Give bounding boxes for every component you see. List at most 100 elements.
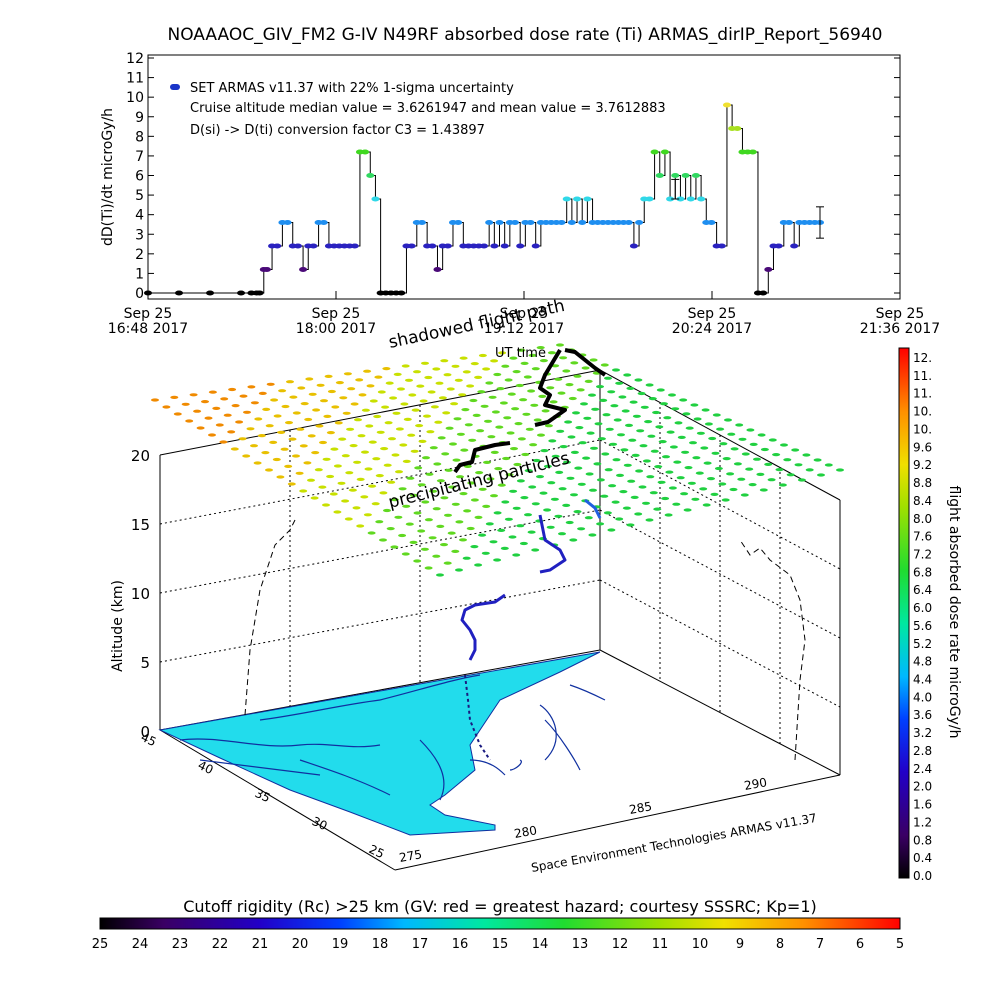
dose-point xyxy=(361,149,370,155)
rigidity-dot xyxy=(574,466,583,470)
rigidity-dot xyxy=(665,470,674,474)
rigidity-dot xyxy=(674,421,683,425)
rigidity-dot xyxy=(594,422,603,426)
rigidity-dot xyxy=(440,359,449,363)
dose-colorbar: 12. 11. 11. 10. 10. 9.6 9.2 8.8 8.4 8.0 7.6 7.2 6.8 6… xyxy=(898,347,962,883)
longitude-ticks: 275 280 285 290 xyxy=(398,775,768,865)
rigidity-dot xyxy=(584,379,593,383)
rigidity-colorbar: Cutoff rigidity (Rc) >25 km (GV: red = g… xyxy=(92,897,904,952)
rigidity-dot xyxy=(387,480,396,484)
rigidity-dot xyxy=(677,435,686,439)
rigidity-dot xyxy=(672,502,681,506)
rigidity-dot xyxy=(455,568,463,572)
rigidity-dot xyxy=(337,481,346,485)
dose-point xyxy=(516,243,525,249)
rigidity-dot xyxy=(299,489,308,493)
rigidity-dot xyxy=(646,475,655,479)
rigidity-dot xyxy=(228,387,237,392)
rigidity-dot xyxy=(368,440,377,444)
rigidity-dot xyxy=(510,447,518,451)
rigidity-dot xyxy=(413,559,422,563)
rigidity-dot xyxy=(219,440,228,444)
rigidity-dot xyxy=(432,554,441,558)
rigidity-colorbar-tick-label: 20 xyxy=(292,937,309,952)
rigidity-colorbar-tick-label: 22 xyxy=(212,937,229,952)
rigidity-dot xyxy=(642,501,650,505)
rigidity-dot xyxy=(504,378,513,382)
rigidity-dot xyxy=(516,479,525,483)
rigidity-dot xyxy=(676,476,685,480)
coastlines xyxy=(179,674,606,801)
rigidity-dot xyxy=(730,447,739,451)
rigidity-dot xyxy=(528,353,537,357)
rigidity-dot xyxy=(565,383,574,387)
dose-colorbar-tick-label: 7.6 xyxy=(913,530,932,544)
rigidity-dot xyxy=(589,488,597,492)
rigidity-colorbar-tick-label: 12 xyxy=(612,937,629,952)
rigidity-dot xyxy=(448,485,457,489)
dose-point xyxy=(691,173,700,178)
rigidity-dot xyxy=(296,427,305,431)
rigidity-dot xyxy=(523,375,532,379)
dose-point xyxy=(206,290,215,296)
rigidity-dot xyxy=(284,464,293,468)
rigidity-dot xyxy=(432,507,441,511)
rigidity-dot xyxy=(338,437,347,441)
rigidity-dot xyxy=(333,464,342,468)
rigidity-dot xyxy=(735,423,744,427)
rigidity-dot xyxy=(381,405,390,409)
rigidity-dot xyxy=(322,457,331,461)
dose-point xyxy=(319,220,328,225)
rigidity-dot xyxy=(346,427,355,431)
rigidity-dot xyxy=(530,403,539,407)
rigidity-dot xyxy=(481,551,490,555)
rigidity-dot xyxy=(612,368,620,372)
rigidity-dot xyxy=(520,361,529,365)
rigidity-dot xyxy=(466,384,475,388)
y-tick-label: 4 xyxy=(135,208,144,224)
rigidity-dot xyxy=(480,404,489,408)
rigidity-dot xyxy=(704,422,713,426)
dose-colorbar-tick-label: 1.6 xyxy=(913,798,932,812)
dose-colorbar-label: flight absorbed dose rate microGy/h xyxy=(946,486,962,739)
rigidity-dot xyxy=(569,538,578,542)
rigidity-dot xyxy=(546,525,555,529)
rigidity-dot xyxy=(632,414,641,418)
longitude-tick-label: 285 xyxy=(628,799,653,817)
rigidity-dot xyxy=(422,456,430,460)
rigidity-dot xyxy=(494,467,503,471)
rigidity-dot xyxy=(452,458,461,462)
latitude-tick-label: 30 xyxy=(310,814,330,833)
altitude-ticks: 0 5 10 15 20 xyxy=(131,447,150,741)
rigidity-dot xyxy=(689,441,697,445)
rigidity-dot xyxy=(519,398,528,402)
dose-colorbar-tick-label: 6.8 xyxy=(913,565,932,579)
altitude-tick-label: 0 xyxy=(140,723,150,741)
dose-colorbar-tick-label: 12. xyxy=(913,351,932,365)
rigidity-dot xyxy=(760,447,769,452)
rigidity-dot xyxy=(650,449,659,453)
rigidity-dot xyxy=(490,359,499,363)
rigidity-dot xyxy=(350,402,359,406)
rigidity-dot xyxy=(623,463,632,467)
rigidity-dot xyxy=(354,418,362,422)
rigidity-dot xyxy=(703,461,712,465)
rigidity-colorbar-gradient xyxy=(99,917,901,930)
rigidity-dot xyxy=(429,489,438,493)
rigidity-dot xyxy=(564,420,573,424)
dose-point xyxy=(573,196,582,202)
dose-colorbar-tick-label: 0.4 xyxy=(913,851,932,865)
rigidity-dot xyxy=(591,407,600,411)
rigidity-dot xyxy=(626,523,635,527)
y-tick-label: 9 xyxy=(135,110,144,126)
y-tick-label: 5 xyxy=(135,188,144,204)
latitude-tick-label: 35 xyxy=(253,786,273,805)
rigidity-dot xyxy=(307,478,315,482)
chart-title: NOAAAOC_GIV_FM2 G-IV N49RF absorbed dose… xyxy=(168,25,883,45)
x-tick-time: 16:48 2017 xyxy=(108,321,188,337)
rigidity-dot xyxy=(572,411,580,415)
x-tick-day: Sep 25 xyxy=(876,306,925,322)
rigidity-dot xyxy=(718,482,727,486)
rigidity-dot xyxy=(498,351,507,355)
